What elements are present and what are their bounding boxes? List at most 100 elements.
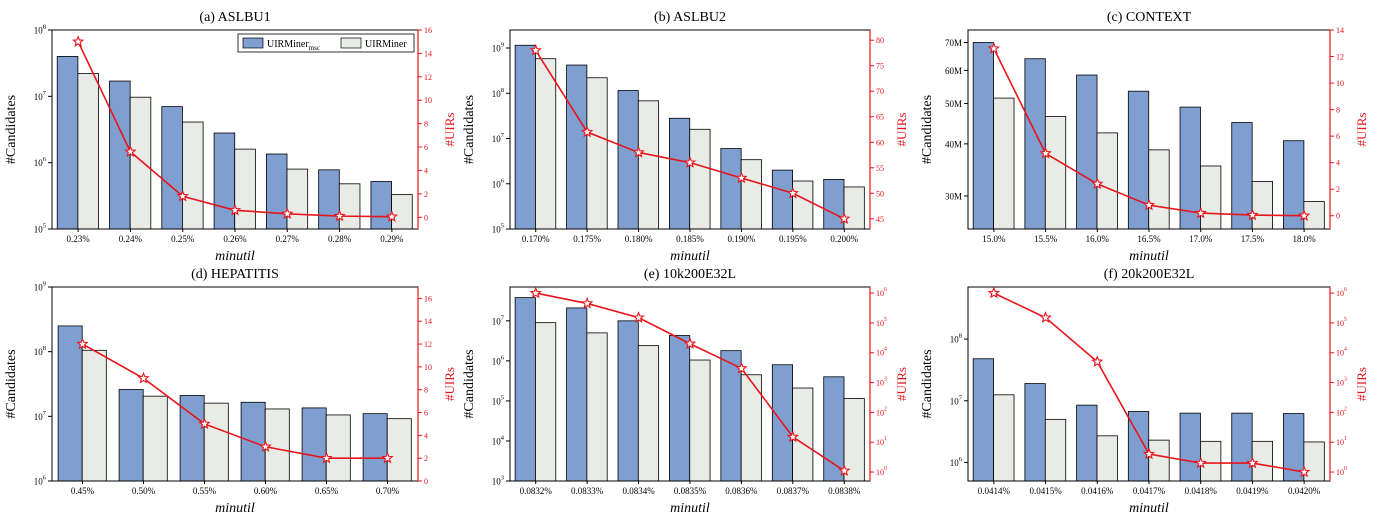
y2-tick-label: 2 <box>1336 185 1340 194</box>
x-tick-label: 0.200% <box>830 234 858 244</box>
y-tick-label: 106 <box>34 156 47 168</box>
uirs-point-1 <box>987 42 1001 54</box>
chart-title: (a) ASLBU1 <box>199 10 270 25</box>
bar-uirminer-msc-1 <box>972 358 994 482</box>
x-tick-label: 17.0% <box>1189 234 1213 244</box>
bar-uirminer-2 <box>586 332 608 482</box>
y-tick-label: 30M <box>945 191 962 201</box>
y-tick-label: 106 <box>34 475 47 487</box>
x-tick-label: 15.5% <box>1034 234 1058 244</box>
bar-uirminer-msc-2 <box>109 80 131 230</box>
uirs-point-1 <box>987 286 1001 299</box>
y-tick-label: 106 <box>492 354 505 366</box>
y-tick-label: 107 <box>34 410 47 422</box>
y2-tick-label: 12 <box>424 73 432 82</box>
y-tick-label: 106 <box>950 456 963 468</box>
x-tick-label: 16.5% <box>1137 234 1161 244</box>
uirs-point-4 <box>1142 198 1156 211</box>
chart-panel-3: (c) CONTEXT 30M 40M 50M 60M 70M 0 2 4 6 8 10 12 14 15.… <box>920 10 1369 264</box>
y2-tick-label: 100 <box>876 466 887 477</box>
y2-axis-label: #UIRs <box>894 367 909 401</box>
y2-tick-label: 10 <box>424 96 432 105</box>
x-axis-label: minutil <box>215 249 255 264</box>
bar-uirminer-msc-3 <box>1076 74 1098 230</box>
y2-tick-label: 8 <box>1336 106 1340 115</box>
x-tick-label: 0.0415% <box>1029 486 1062 496</box>
bar-uirminer-3 <box>637 100 660 230</box>
uirs-point-3 <box>632 145 645 158</box>
uirs-point-4 <box>1142 447 1156 460</box>
bar-uirminer-msc-1 <box>972 42 994 230</box>
x-tick-label: 0.0420% <box>1288 486 1321 496</box>
x-tick-label: 0.0838% <box>828 486 861 496</box>
uirs-point-3 <box>176 189 189 202</box>
y2-tick-label: 8 <box>424 386 428 395</box>
bar-uirminer-1 <box>535 322 557 482</box>
y-tick-label: 109 <box>492 42 504 54</box>
uirs-point-3 <box>632 311 645 323</box>
x-axis-label: minutil <box>1129 501 1169 516</box>
bar-uirminer-msc-2 <box>118 389 144 482</box>
bar-uirminer-3 <box>1096 435 1118 482</box>
bar-uirminer-2 <box>586 77 608 230</box>
uirs-point-2 <box>137 371 150 384</box>
x-tick-label: 0.185% <box>676 234 704 244</box>
y-tick-label: 107 <box>492 314 505 326</box>
uirs-point-2 <box>580 125 594 138</box>
y2-tick-label: 103 <box>1336 377 1347 388</box>
x-tick-label: 0.0833% <box>571 486 604 496</box>
bar-uirminer-msc-2 <box>566 307 588 482</box>
bar-uirminer-4 <box>1148 149 1170 230</box>
x-tick-label: 0.175% <box>573 234 601 244</box>
y2-tick-label: 14 <box>424 317 432 326</box>
y-tick-label: 105 <box>492 223 504 235</box>
bar-uirminer-3 <box>1096 132 1118 230</box>
y2-tick-label: 10 <box>424 363 432 372</box>
y2-tick-label: 103 <box>876 377 887 388</box>
y2-tick-label: 102 <box>1336 406 1347 417</box>
y2-tick-label: 14 <box>424 49 432 58</box>
y2-axis-label: #UIRs <box>1354 113 1369 147</box>
uirs-point-5 <box>1194 206 1207 219</box>
x-tick-label: 0.70% <box>376 486 400 496</box>
bar-uirminer-msc-5 <box>720 148 742 230</box>
uirs-point-7 <box>1297 465 1311 478</box>
y2-tick-label: 16 <box>424 26 432 35</box>
chart-title: (f) 20k200E32L <box>1104 267 1195 282</box>
bar-uirminer-msc-3 <box>179 395 205 482</box>
y2-tick-label: 106 <box>1336 287 1347 298</box>
legend-swatch-uirminer <box>340 37 362 49</box>
uirs-point-6 <box>786 186 800 199</box>
bar-uirminer-msc-4 <box>1127 90 1150 230</box>
bar-uirminer-1 <box>77 73 99 230</box>
y2-tick-label: 101 <box>876 436 887 447</box>
y2-tick-label: 0 <box>424 213 428 222</box>
y-tick-label: 105 <box>34 223 46 235</box>
x-tick-label: 0.24% <box>119 234 143 244</box>
y-axis-label: #Candidates <box>4 95 19 164</box>
x-tick-label: 0.0418% <box>1185 486 1218 496</box>
y-tick-label: 60M <box>945 66 962 76</box>
bars <box>514 44 865 230</box>
bar-uirminer-msc-5 <box>720 350 742 482</box>
y-tick-label: 106 <box>492 177 505 189</box>
x-tick-label: 18.0% <box>1293 234 1317 244</box>
x-tick-label: 0.23% <box>67 234 91 244</box>
bar-uirminer-msc-5 <box>301 407 327 482</box>
bar-uirminer-2 <box>142 395 168 482</box>
x-tick-label: 0.170% <box>522 234 550 244</box>
y2-tick-label: 65 <box>876 113 884 122</box>
uirs-point-3 <box>1091 355 1104 367</box>
y2-tick-label: 50 <box>876 189 884 198</box>
bar-uirminer-msc-3 <box>617 320 639 482</box>
bar-uirminer-msc-6 <box>771 169 793 230</box>
uirs-point-3 <box>1091 177 1104 190</box>
y2-tick-label: 0 <box>424 477 428 486</box>
uirs-point-1 <box>71 35 85 47</box>
uirs-point-6 <box>333 209 346 222</box>
y-tick-label: 108 <box>492 87 504 99</box>
uirs-point-1 <box>76 337 89 350</box>
x-tick-label: 0.0417% <box>1133 486 1166 496</box>
y-tick-label: 107 <box>492 132 505 144</box>
bar-uirminer-3 <box>637 345 660 482</box>
